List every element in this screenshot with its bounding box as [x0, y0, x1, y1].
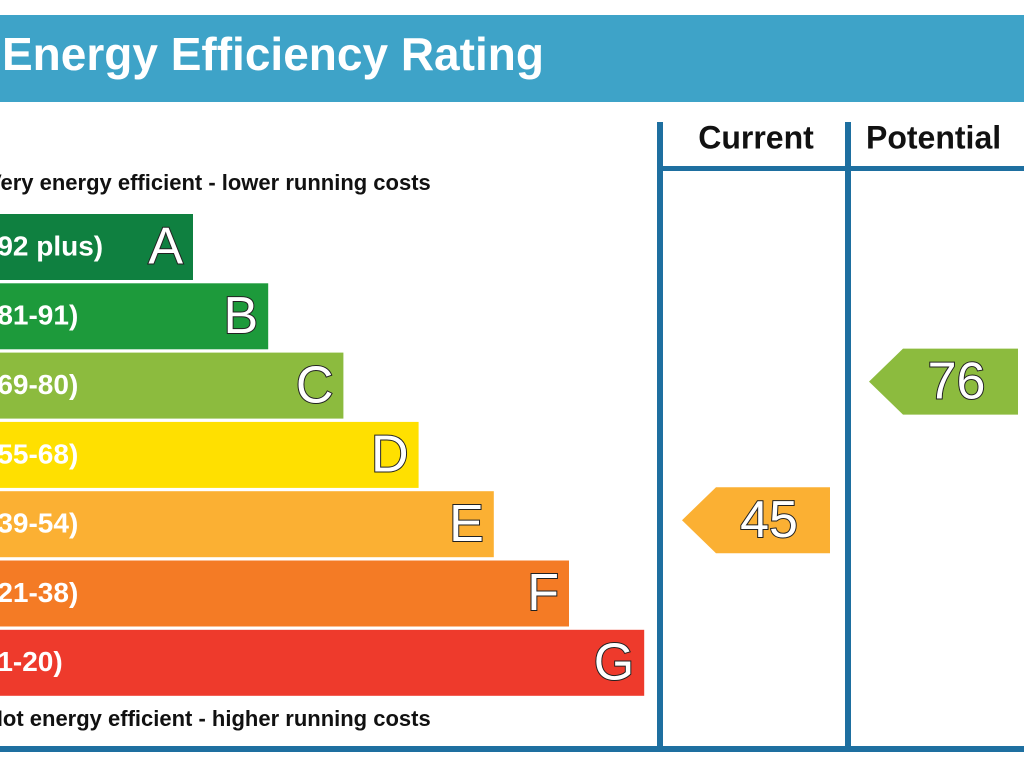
rating-arrow [682, 487, 830, 554]
band-letter: A [148, 218, 183, 276]
column-frame [0, 122, 1024, 752]
band-letter: C [296, 356, 334, 414]
band-range: (69-80) [0, 369, 78, 400]
band-range: (39-54) [0, 508, 78, 539]
band-bar [0, 214, 193, 280]
band-letter: G [594, 634, 634, 692]
title-bar [0, 15, 1024, 102]
rating-arrow [869, 348, 1018, 415]
column-header: Potential [866, 119, 1001, 155]
band-bar [0, 421, 419, 488]
rating-value: 76 [928, 352, 986, 410]
band-bar [0, 352, 344, 419]
band-range: (55-68) [0, 438, 78, 469]
band-letter: B [224, 287, 259, 345]
title: Energy Efficiency Rating [2, 28, 544, 80]
column-header: Current [698, 119, 814, 155]
band-range: (21-38) [0, 577, 78, 608]
bottom-note: Not energy efficient - higher running co… [0, 706, 431, 731]
band-range: (92 plus) [0, 230, 103, 261]
band-bar [0, 283, 269, 350]
band-range: (81-91) [0, 300, 78, 331]
rating-value: 45 [740, 491, 798, 549]
band-bar [0, 560, 569, 627]
band-bar [0, 629, 645, 696]
top-note: Very energy efficient - lower running co… [0, 170, 431, 195]
band-letter: D [371, 426, 409, 484]
band-range: (1-20) [0, 646, 63, 677]
band-bar [0, 491, 494, 558]
band-letter: F [527, 564, 559, 622]
band-letter: E [449, 495, 484, 553]
